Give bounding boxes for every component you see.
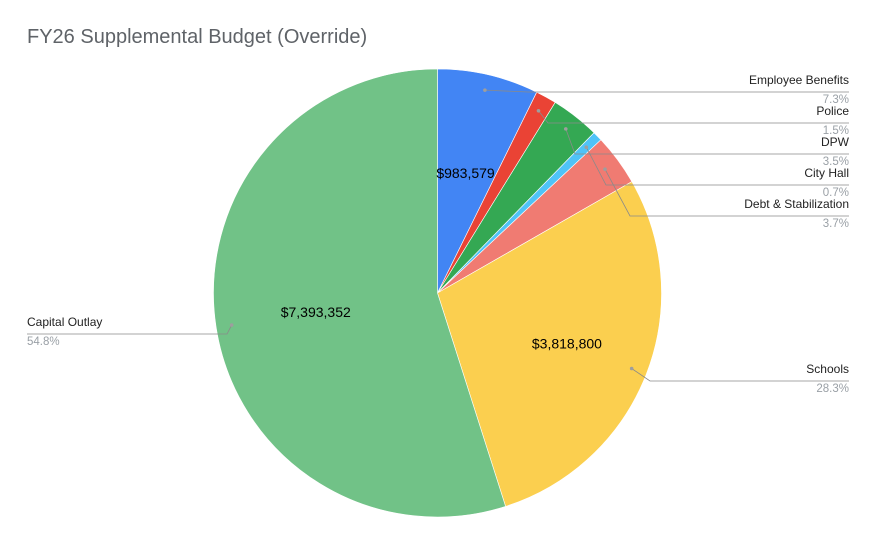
slice-percent-city-hall: 0.7% [823,187,849,199]
slice-label-debt-and-stabilization: Debt & Stabilization [744,197,849,211]
leader-dot-city-hall [584,145,589,150]
pie-slice-capital-outlay[interactable] [213,68,506,518]
slice-label-dpw: DPW [821,135,850,149]
slice-label-employee-benefits: Employee Benefits [749,73,849,87]
leader-line-dpw [565,128,849,155]
pie-slice-schools[interactable] [437,181,662,507]
leader-line-debt-and-stabilization [604,168,849,217]
leader-line-capital-outlay [27,324,233,335]
leader-dot-schools [629,366,634,371]
slice-value-employee-benefits: $983,579 [436,165,495,181]
leader-line-police [538,110,849,124]
pie-slice-employee-benefits[interactable] [437,68,538,294]
leader-lines [27,88,849,382]
slice-label-capital-outlay: Capital Outlay [27,315,102,329]
slice-label-police: Police [816,104,849,118]
leader-line-employee-benefits [484,89,849,93]
slice-percent-police: 1.5% [823,125,849,137]
chart-title: FY26 Supplemental Budget (Override) [27,26,368,48]
slice-value-capital-outlay: $7,393,352 [281,304,351,320]
leader-dot-debt-and-stabilization [603,167,607,171]
slice-percent-dpw: 3.5% [823,156,849,168]
leader-dot-employee-benefits [483,88,487,92]
leader-dot-dpw [563,127,568,131]
slice-percent-capital-outlay: 54.8% [27,336,60,348]
leader-line-city-hall [585,147,849,186]
pie-labels: Employee Benefits7.3%$983,579Police1.5%D… [27,73,850,395]
leader-line-schools [631,368,849,382]
slice-percent-debt-and-stabilization: 3.7% [823,218,849,230]
leader-dot-capital-outlay [229,323,234,327]
slice-label-city-hall: City Hall [804,166,849,180]
slice-percent-employee-benefits: 7.3% [823,94,849,106]
leader-dot-police [536,109,541,113]
pie-slices [213,68,662,518]
slice-value-schools: $3,818,800 [532,335,602,351]
slice-label-schools: Schools [806,362,849,376]
slice-percent-schools: 28.3% [816,383,849,395]
